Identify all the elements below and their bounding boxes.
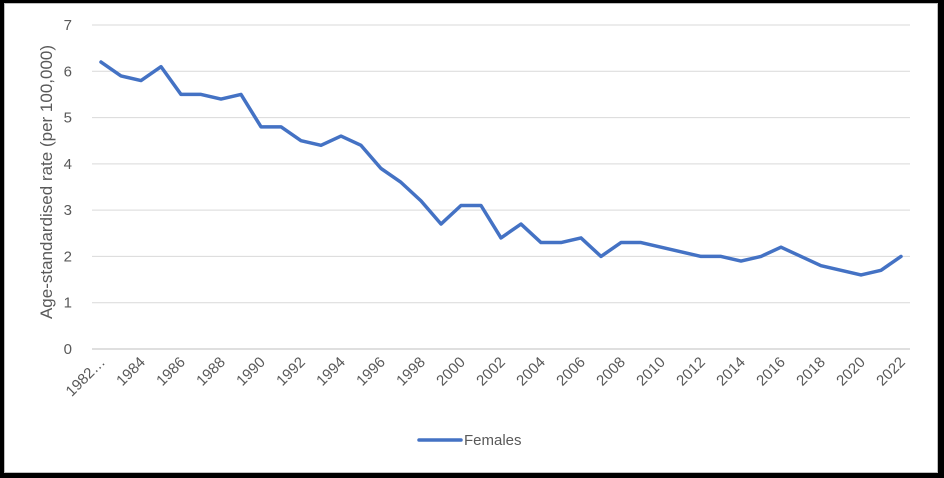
series-lines bbox=[99, 60, 903, 277]
x-axis-tick-labels: 1982… 1984 1986 1988 1990 1992 1994 1996 1998 200… bbox=[63, 354, 909, 400]
x-tick-label: 2014 bbox=[713, 354, 749, 390]
x-tick-label: 2004 bbox=[513, 354, 549, 390]
x-tick-label: 2006 bbox=[553, 354, 589, 390]
y-axis-label: Age-standardised rate (per 100,000) bbox=[37, 45, 56, 319]
legend: Females bbox=[417, 432, 522, 449]
x-tick-label: 2018 bbox=[793, 354, 829, 390]
x-tick-label: 2012 bbox=[673, 354, 709, 390]
x-tick-label: 2016 bbox=[753, 354, 789, 390]
x-tick-label: 1982… bbox=[63, 354, 109, 400]
x-tick-label: 1984 bbox=[113, 354, 149, 390]
x-tick-label: 2002 bbox=[473, 354, 509, 390]
gridlines bbox=[92, 24, 910, 350]
series-line-females bbox=[99, 60, 903, 277]
y-axis-tick-labels: 0 1 2 3 4 5 6 7 bbox=[64, 17, 72, 358]
x-tick-label: 1996 bbox=[353, 354, 389, 390]
y-tick-label: 3 bbox=[64, 202, 72, 219]
y-tick-label: 4 bbox=[64, 156, 72, 173]
y-tick-label: 2 bbox=[64, 248, 72, 265]
x-tick-label: 1992 bbox=[273, 354, 309, 390]
x-tick-label: 2022 bbox=[873, 354, 909, 390]
x-tick-label: 1994 bbox=[313, 354, 349, 390]
y-tick-label: 0 bbox=[64, 341, 72, 358]
x-tick-label: 1998 bbox=[393, 354, 429, 390]
x-tick-label: 2000 bbox=[433, 354, 469, 390]
x-tick-label: 2010 bbox=[633, 354, 669, 390]
x-tick-label: 1988 bbox=[193, 354, 229, 390]
x-tick-label: 2008 bbox=[593, 354, 629, 390]
legend-label: Females bbox=[464, 432, 522, 449]
y-tick-label: 7 bbox=[64, 17, 72, 34]
y-tick-label: 5 bbox=[64, 110, 72, 127]
y-tick-label: 6 bbox=[64, 63, 72, 80]
x-tick-label: 2020 bbox=[833, 354, 869, 390]
y-tick-label: 1 bbox=[64, 295, 72, 312]
x-tick-label: 1986 bbox=[153, 354, 189, 390]
x-tick-label: 1990 bbox=[233, 354, 269, 390]
chart-area bbox=[4, 3, 938, 473]
